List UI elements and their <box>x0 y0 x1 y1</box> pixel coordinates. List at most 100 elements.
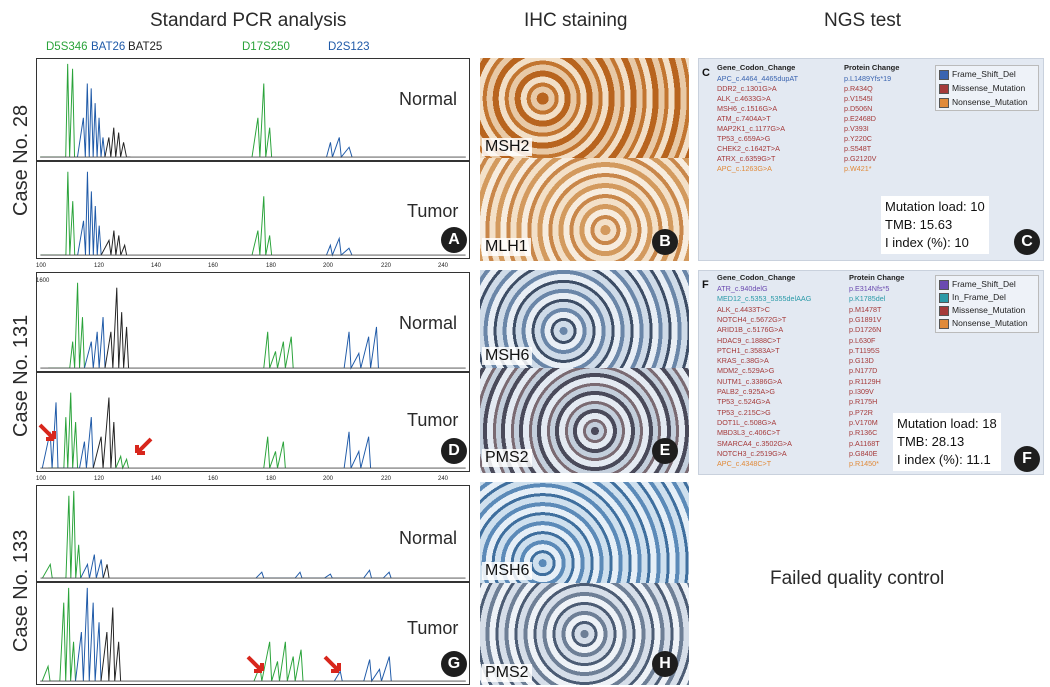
tick-180: 180 <box>266 476 277 482</box>
ngs-gene-change: DOT1L_c.508G>A <box>717 417 777 427</box>
ngs-gene-change: TP53_c.215C>G <box>717 407 771 417</box>
ngs-protein-change: p.E2468D <box>844 114 876 123</box>
ngs-protein-change: p.K1785del <box>849 294 886 304</box>
ngs-failed-qc: Failed quality control <box>770 568 945 589</box>
legend-label: Missense_Mutation <box>952 305 1026 315</box>
legend-swatch <box>939 69 949 80</box>
legend-swatch <box>939 97 949 108</box>
ngs-protein-change: p.D506N <box>844 104 873 113</box>
ihc-image-case28 <box>480 58 689 261</box>
ngs-protein-change: p.N177D <box>849 366 878 376</box>
marker-bat25: BAT25 <box>128 41 163 53</box>
legend-label: Missense_Mutation <box>952 83 1026 93</box>
badge-g: G <box>441 651 467 677</box>
tick-160: 160 <box>208 263 219 269</box>
ngs-protein-change: p.A1168T <box>849 438 880 448</box>
ngs-protein-change: p.R1129H <box>849 376 881 386</box>
ngs-gene-change: APC_c.4348C>T <box>717 459 772 469</box>
i-index: I index (%): 10 <box>885 235 969 250</box>
ngs-protein-change: p.R175H <box>849 397 878 407</box>
ngs-gene-change: CHEK2_c.1642T>A <box>717 144 780 153</box>
tick-160: 160 <box>208 476 219 482</box>
ngs-gene-change: PALB2_c.925A>G <box>717 387 776 396</box>
tick-220: 220 <box>381 476 392 482</box>
ihc-label-pms2-a: PMS2 <box>482 449 532 467</box>
red-arrow-icon <box>135 437 153 455</box>
ngs-gene-change: ATRX_c.6359G>T <box>717 154 776 163</box>
ngs-f-col-protein: Protein Change <box>849 273 905 282</box>
tick-200: 200 <box>323 476 334 482</box>
badge-a: A <box>441 227 467 253</box>
ngs-protein-change: p.D1726N <box>849 325 882 335</box>
badge-d: D <box>441 438 467 464</box>
ngs-f-legend: Frame_Shift_Del In_Frame_Del Missense_Mu… <box>935 275 1039 333</box>
ngs-c-col-gene: Gene_Codon_Change <box>717 63 796 72</box>
ngs-gene-change: APC_c.4464_4465dupAT <box>717 74 798 83</box>
pcr-panel-case28-normal <box>36 58 470 161</box>
ngs-gene-change: MSH6_c.1516G>A <box>717 104 778 113</box>
ngs-gene-change: MED12_c.5353_5355delAAG <box>717 294 812 304</box>
legend-item: Missense_Mutation <box>939 83 1025 94</box>
badge-e: E <box>652 438 678 464</box>
pcr-header: Standard PCR analysis <box>150 10 347 31</box>
tick-120: 120 <box>94 476 105 482</box>
ngs-protein-change: p.E314Nfs*5 <box>849 284 890 293</box>
mutation-load: Mutation load: 18 <box>897 416 997 431</box>
ngs-protein-change: p.P72R <box>849 407 873 417</box>
ihc-label-msh6-a: MSH6 <box>482 347 533 365</box>
ngs-gene-change: PTCH1_c.3583A>T <box>717 345 780 355</box>
legend-item: Missense_Mutation <box>939 305 1025 316</box>
ngs-gene-change: TP53_c.659A>G <box>717 134 771 143</box>
ngs-gene-change: MBD3L3_c.406C>T <box>717 428 781 438</box>
ngs-gene-change: TP53_c.524G>A <box>717 397 771 407</box>
marker-d5s346: D5S346 <box>46 41 88 53</box>
legend-swatch <box>939 318 949 329</box>
axis-case133: 100 120 140 160 180 200 220 240 <box>36 476 470 484</box>
i-index: I index (%): 11.1 <box>897 452 991 467</box>
tick-120: 120 <box>94 263 105 269</box>
ngs-protein-change: p.W421* <box>844 164 872 173</box>
ihc-label-msh6-b: MSH6 <box>482 562 533 580</box>
ngs-protein-change: p.S548T <box>844 144 872 153</box>
condition-tumor-133: Tumor <box>407 618 459 638</box>
ihc-label-msh2: MSH2 <box>482 138 533 156</box>
pcr-panel-case133-normal <box>36 485 470 582</box>
ngs-protein-change: p.R434Q <box>844 84 873 93</box>
ngs-protein-change: p.L1489Yfs*19 <box>844 74 892 83</box>
ngs-gene-change: APC_c.1263G>A <box>717 164 772 173</box>
ngs-gene-change: DDR2_c.1301G>A <box>717 84 777 93</box>
condition-normal-28: Normal <box>399 89 458 109</box>
ihc-header: IHC staining <box>524 10 628 31</box>
red-arrow-icon <box>38 423 56 441</box>
ngs-protein-change: p.R136C <box>849 428 878 438</box>
axis-case28: 100 120 140 160 180 200 220 240 <box>36 263 470 271</box>
tmb: TMB: 28.13 <box>897 434 965 449</box>
marker-d2s123: D2S123 <box>328 41 370 53</box>
ngs-gene-change: MAP2K1_c.1177G>A <box>717 124 785 133</box>
ngs-gene-change: ATR_c.940delG <box>717 284 768 293</box>
ngs-gene-change: NUTM1_c.3386G>A <box>717 376 782 386</box>
condition-normal-133: Normal <box>399 528 458 548</box>
red-arrow-icon <box>246 655 264 673</box>
ngs-gene-change: ARID1B_c.5176G>A <box>717 325 784 335</box>
tick-240: 240 <box>438 263 449 269</box>
ngs-c-col-protein: Protein Change <box>844 63 900 72</box>
ngs-gene-change: NOTCH3_c.2519G>A <box>717 448 787 458</box>
legend-item: In_Frame_Del <box>939 292 1006 303</box>
ngs-panel-letter-c: C <box>702 67 710 79</box>
ihc-label-mlh1: MLH1 <box>482 238 531 256</box>
ytick: 1600 <box>36 278 50 284</box>
ihc-label-pms2-b: PMS2 <box>482 664 532 682</box>
tick-240: 240 <box>438 476 449 482</box>
pcr-panel-case133-tumor <box>36 582 470 685</box>
pcr-panel-case28-tumor <box>36 161 470 259</box>
case-label-131: Case No. 131 <box>10 314 32 437</box>
condition-tumor-28: Tumor <box>407 201 459 221</box>
ngs-protein-change: p.G13D <box>849 356 874 366</box>
tick-100: 100 <box>36 476 47 482</box>
legend-swatch <box>939 279 949 290</box>
pcr-panel-case131-normal <box>36 272 470 372</box>
ngs-gene-change: KRAS_c.38G>A <box>717 356 769 366</box>
ngs-protein-change: p.G1891V <box>849 314 882 324</box>
ngs-c-legend: Frame_Shift_Del Missense_Mutation Nonsen… <box>935 65 1039 111</box>
